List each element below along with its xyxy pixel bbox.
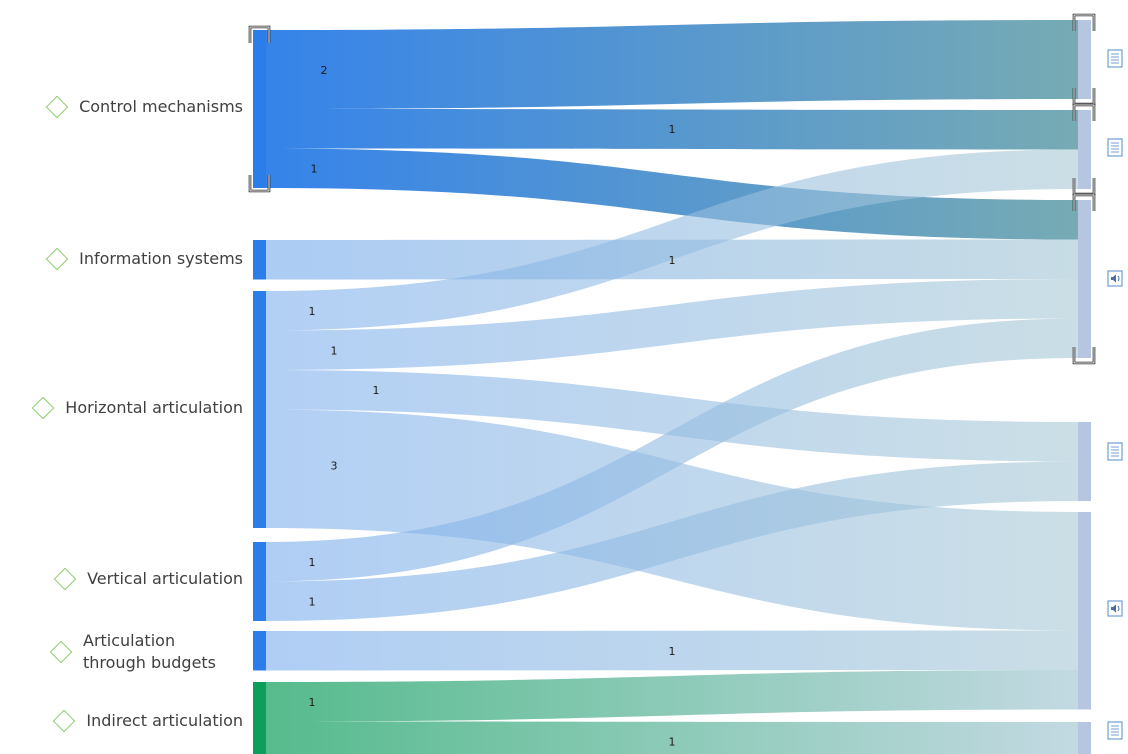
selection-bracket xyxy=(1072,193,1096,365)
source-node-indirect[interactable] xyxy=(253,682,266,754)
node-label-info[interactable]: Information systems xyxy=(45,247,243,271)
link-vertical-t3[interactable] xyxy=(266,318,1078,582)
link-value-label: 1 xyxy=(309,696,316,709)
link-horizontal-t4[interactable] xyxy=(266,370,1078,462)
document-icon[interactable] xyxy=(1107,721,1123,740)
source-node-budgets[interactable] xyxy=(253,631,266,671)
link-vertical-t4[interactable] xyxy=(266,461,1078,622)
diamond-icon[interactable] xyxy=(53,567,77,591)
node-label-text: Indirect articulation xyxy=(86,711,243,730)
target-node-t2[interactable] xyxy=(1078,110,1091,189)
link-value-label: 1 xyxy=(309,305,316,318)
target-node-t3[interactable] xyxy=(1078,200,1091,358)
link-value-label: 1 xyxy=(309,556,316,569)
node-label-text: Control mechanisms xyxy=(79,97,243,116)
document-icon[interactable] xyxy=(1107,138,1123,157)
link-horizontal-t2[interactable] xyxy=(266,149,1078,331)
node-label-vertical[interactable]: Vertical articulation xyxy=(53,567,243,591)
diamond-icon[interactable] xyxy=(45,95,69,119)
selection-layer xyxy=(248,13,1096,365)
target-node-t5[interactable] xyxy=(1078,512,1091,710)
link-value-label: 1 xyxy=(669,735,676,748)
link-value-label: 1 xyxy=(331,344,338,357)
target-node-t6[interactable] xyxy=(1078,722,1091,754)
target-node-t4[interactable] xyxy=(1078,422,1091,501)
link-value-label: 1 xyxy=(669,254,676,267)
diamond-icon[interactable] xyxy=(49,640,73,664)
icons-layer xyxy=(1107,49,1123,740)
diamond-icon[interactable] xyxy=(45,247,69,271)
node-label-text: Articulation through budgets xyxy=(83,631,217,672)
diamond-icon[interactable] xyxy=(53,709,76,733)
node-label-horizontal[interactable]: Horizontal articulation xyxy=(31,396,243,420)
links-layer xyxy=(266,20,1078,754)
source-node-horizontal[interactable] xyxy=(253,291,266,528)
node-label-indirect[interactable]: Indirect articulation xyxy=(52,709,243,733)
document-icon[interactable] xyxy=(1107,49,1123,68)
source-node-vertical[interactable] xyxy=(253,542,266,621)
link-horizontal-t3[interactable] xyxy=(266,279,1078,370)
link-horizontal-t5[interactable] xyxy=(266,409,1078,631)
link-value-label: 1 xyxy=(669,645,676,658)
target-node-t1[interactable] xyxy=(1078,20,1091,99)
link-control-t1[interactable] xyxy=(266,20,1078,109)
diamond-icon[interactable] xyxy=(31,396,55,420)
link-value-label: 1 xyxy=(373,384,380,397)
nodes-layer xyxy=(253,20,1091,754)
audio-icon[interactable] xyxy=(1107,270,1123,287)
node-label-text: Horizontal articulation xyxy=(65,398,243,417)
audio-icon[interactable] xyxy=(1107,600,1123,617)
value-labels-layer: 2 1 1 1 1 1 1 3 1 1 1 1 1 xyxy=(309,64,676,748)
selection-bracket xyxy=(248,25,271,193)
link-value-label: 2 xyxy=(321,64,328,77)
link-value-label: 3 xyxy=(331,460,338,473)
node-label-control[interactable]: Control mechanisms xyxy=(45,95,243,119)
source-node-control[interactable] xyxy=(253,30,266,188)
node-label-budgets[interactable]: Articulation through budgets xyxy=(49,630,243,674)
link-indirect-t6[interactable] xyxy=(266,721,1078,754)
link-control-t3[interactable] xyxy=(266,148,1078,240)
node-label-text: Information systems xyxy=(79,249,243,268)
link-value-label: 1 xyxy=(309,595,316,608)
node-label-text: Vertical articulation xyxy=(87,569,243,588)
source-node-info[interactable] xyxy=(253,240,266,280)
document-icon[interactable] xyxy=(1107,442,1123,461)
link-value-label: 1 xyxy=(311,163,318,176)
link-value-label: 1 xyxy=(669,123,676,136)
link-control-t2[interactable] xyxy=(266,109,1078,150)
link-budgets-t5[interactable] xyxy=(266,630,1078,671)
link-indirect-t5[interactable] xyxy=(266,670,1078,722)
